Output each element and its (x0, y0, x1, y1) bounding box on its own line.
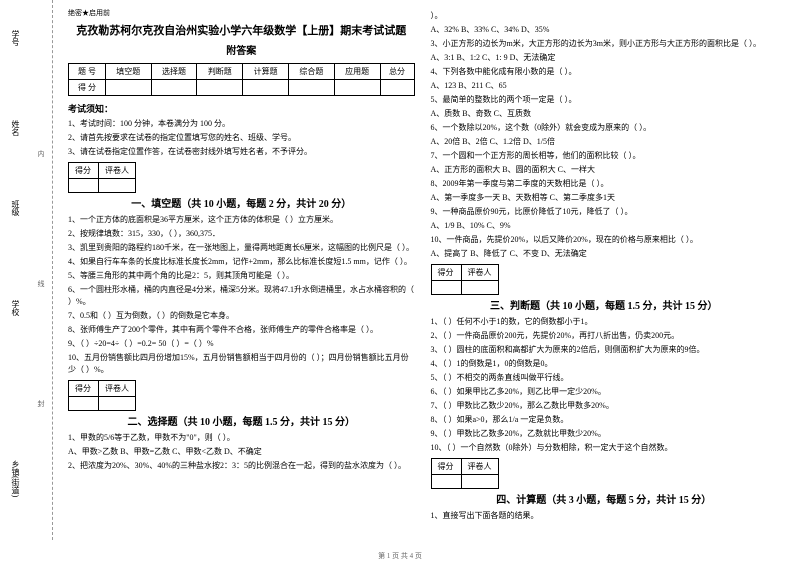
judge-question: 8、（ ）如果a>0，那么1/a 一定是负数。 (431, 414, 778, 426)
choice-question: 5、最简单的整数比的两个项一定是（ ）。 (431, 94, 778, 106)
choice-options: A、123 B、211 C、65 (431, 80, 778, 92)
section-score-box: 得分评卷人 (68, 162, 136, 193)
fill-question: 8、张师傅生产了200个零件，其中有两个零件不合格，张师傅生产的零件合格率是（ … (68, 324, 415, 336)
fill-question: 2、按规律填数：315，330，（ ），360,375． (68, 228, 415, 240)
score-header: 计算题 (243, 64, 289, 80)
binding-label: 学校 (10, 300, 21, 316)
choice-options: A、20倍 B、2倍 C、1.2倍 D、1/5倍 (431, 136, 778, 148)
fill-question: 1、一个正方体的底面积是36平方厘米，这个正方体的体积是（ ）立方厘米。 (68, 214, 415, 226)
choice-question: 10、一件商品，先提价20%，以后又降价20%，现在的价格与原来相比（ ）。 (431, 234, 778, 246)
notice-title: 考试须知： (68, 102, 415, 115)
score-header: 选择题 (151, 64, 197, 80)
calc-question: 1、直接写出下面各题的结果。 (431, 510, 778, 522)
score-header: 应用题 (334, 64, 380, 80)
choice-options: A、正方形的面积大 B、圆的面积大 C、一样大 (431, 164, 778, 176)
exam-subtitle: 附答案 (68, 42, 415, 57)
choice-options: A、甲数>乙数 B、甲数=乙数 C、甲数<乙数 D、不确定 (68, 446, 415, 458)
section-score-box: 得分评卷人 (68, 380, 136, 411)
section-4-title: 四、计算题（共 3 小题，每题 5 分，共计 15 分） (431, 491, 778, 506)
binding-dash-text: 内 (36, 150, 46, 165)
choice-question: 8、2009年第一季度与第二季度的天数相比是（ ）。 (431, 178, 778, 190)
right-column: ）。 A、32% B、33% C、34% D、35% 3、小正方形的边长为m米，… (423, 8, 786, 540)
section-2-title: 二、选择题（共 10 小题，每题 1.5 分，共计 15 分） (68, 413, 415, 428)
choice-options: A、1/9 B、10% C、9% (431, 220, 778, 232)
judge-question: 5、（ ）不相交的两条直线叫做平行线。 (431, 372, 778, 384)
score-header: 填空题 (105, 64, 151, 80)
judge-question: 7、（ ）甲数比乙数少20%，那么乙数比甲数多20%。 (431, 400, 778, 412)
judge-question: 10、（ ）一个自然数（0除外）与分数相除，积一定大于这个自然数。 (431, 442, 778, 454)
choice-options: A、第一季度多一天 B、天数相等 C、第二季度多1天 (431, 192, 778, 204)
choice-options: A、提高了 B、降低了 C、不变 D、无法确定 (431, 248, 778, 260)
choice-question: 7、一个圆和一个正方形的周长相等，他们的面积比较（ ）。 (431, 150, 778, 162)
choice-options: A、质数 B、奇数 C、互质数 (431, 108, 778, 120)
judge-question: 3、（ ）圆柱的底面积和高都扩大为原来的2倍后，则侧面积扩大为原来的9倍。 (431, 344, 778, 356)
page-content: 绝密★启用前 克孜勒苏柯尔克孜自治州实验小学六年级数学【上册】期末考试试题 附答… (0, 0, 800, 540)
fill-question: 4、如果自行车车条的长度比标准长度长2mm，记作+2mm，那么比标准长度短1.5… (68, 256, 415, 268)
seal-text: 绝密★启用前 (68, 8, 415, 18)
score-header: 总分 (380, 64, 414, 80)
choice-question: 3、小正方形的边长为m米，大正方形的边长为3m米，则小正方形与大正方形的面积比是… (431, 38, 778, 50)
page-footer: 第 1 页 共 4 页 (0, 551, 800, 561)
choice-question: 4、下列各数中能化成有限小数的是（ ）。 (431, 66, 778, 78)
section-score-box: 得分评卷人 (431, 264, 499, 295)
choice-options: A、3:1 B、1:2 C、1: 9 D、无法确定 (431, 52, 778, 64)
judge-question: 1、（ ）任何不小于1的数，它的倒数都小于1。 (431, 316, 778, 328)
choice-question: ）。 (431, 10, 778, 22)
judge-question: 9、（ ）甲数比乙数多20%，乙数就比甲数少20%。 (431, 428, 778, 440)
binding-label: 班级 (10, 200, 21, 216)
notice-item: 3、请在试卷指定位置作答，在试卷密封线外填写姓名者，不予评分。 (68, 146, 415, 157)
binding-label: 乡镇(街道) (10, 460, 21, 497)
fill-question: 10、五月份销售额比四月份增加15%，五月份销售额相当于四月份的（ ）；四月份销… (68, 352, 415, 376)
score-header: 判断题 (197, 64, 243, 80)
section-1-title: 一、填空题（共 10 小题，每题 2 分，共计 20 分） (68, 195, 415, 210)
binding-label: 姓名 (10, 120, 21, 136)
binding-dash-text: 线 (36, 280, 46, 295)
fill-question: 7、0.5和（ ）互为倒数，（ ）的倒数是它本身。 (68, 310, 415, 322)
notice-item: 2、请首先按要求在试卷的指定位置填写您的姓名、班级、学号。 (68, 132, 415, 143)
fill-question: 3、凯里到贵阳的路程约180千米，在一张地图上，量得两地距离长6厘米，这幅图的比… (68, 242, 415, 254)
score-header: 题 号 (69, 64, 106, 80)
binding-margin: 学号 姓名 班级 学校 乡镇(街道) 内 线 封 (8, 0, 53, 540)
binding-dash-text: 封 (36, 400, 46, 415)
judge-question: 6、（ ）如果甲比乙多20%，则乙比甲一定少20%。 (431, 386, 778, 398)
judge-question: 2、（ ）一件商品原价200元，先提价20%，再打八折出售，仍卖200元。 (431, 330, 778, 342)
fill-question: 5、等腰三角形的其中两个角的比是2：5，则其顶角可能是（ ）。 (68, 270, 415, 282)
score-table: 题 号 填空题 选择题 判断题 计算题 综合题 应用题 总分 得 分 (68, 63, 415, 96)
choice-question: 6、一个数除以20%，这个数（0除外）就会变成为原来的（ ）。 (431, 122, 778, 134)
choice-question: 2、把浓度为20%、30%、40%的三种盐水按2：3：5的比例混合在一起，得到的… (68, 460, 415, 472)
section-score-box: 得分评卷人 (431, 458, 499, 489)
notice-item: 1、考试时间：100 分钟，本卷满分为 100 分。 (68, 118, 415, 129)
left-column: 绝密★启用前 克孜勒苏柯尔克孜自治州实验小学六年级数学【上册】期末考试试题 附答… (60, 8, 423, 540)
section-3-title: 三、判断题（共 10 小题，每题 1.5 分，共计 15 分） (431, 297, 778, 312)
score-row-label: 得 分 (69, 80, 106, 96)
choice-question: 9、一种商品原价90元，比原价降低了10元，降低了（ ）。 (431, 206, 778, 218)
fill-question: 6、一个圆柱形水桶，桶的内直径是4分米，桶深5分米。现将47.1升水倒进桶里，水… (68, 284, 415, 308)
choice-question: 1、甲数的5/6等于乙数，甲数不为"0"，则（ ）。 (68, 432, 415, 444)
choice-options: A、32% B、33% C、34% D、35% (431, 24, 778, 36)
fill-question: 9、（ ）÷20=4÷（ ）=0.2= 50（ ）=（ ）% (68, 338, 415, 350)
judge-question: 4、（ ）1的倒数是1，0的倒数是0。 (431, 358, 778, 370)
binding-label: 学号 (10, 30, 21, 46)
score-header: 综合题 (288, 64, 334, 80)
exam-title: 克孜勒苏柯尔克孜自治州实验小学六年级数学【上册】期末考试试题 (68, 22, 415, 38)
